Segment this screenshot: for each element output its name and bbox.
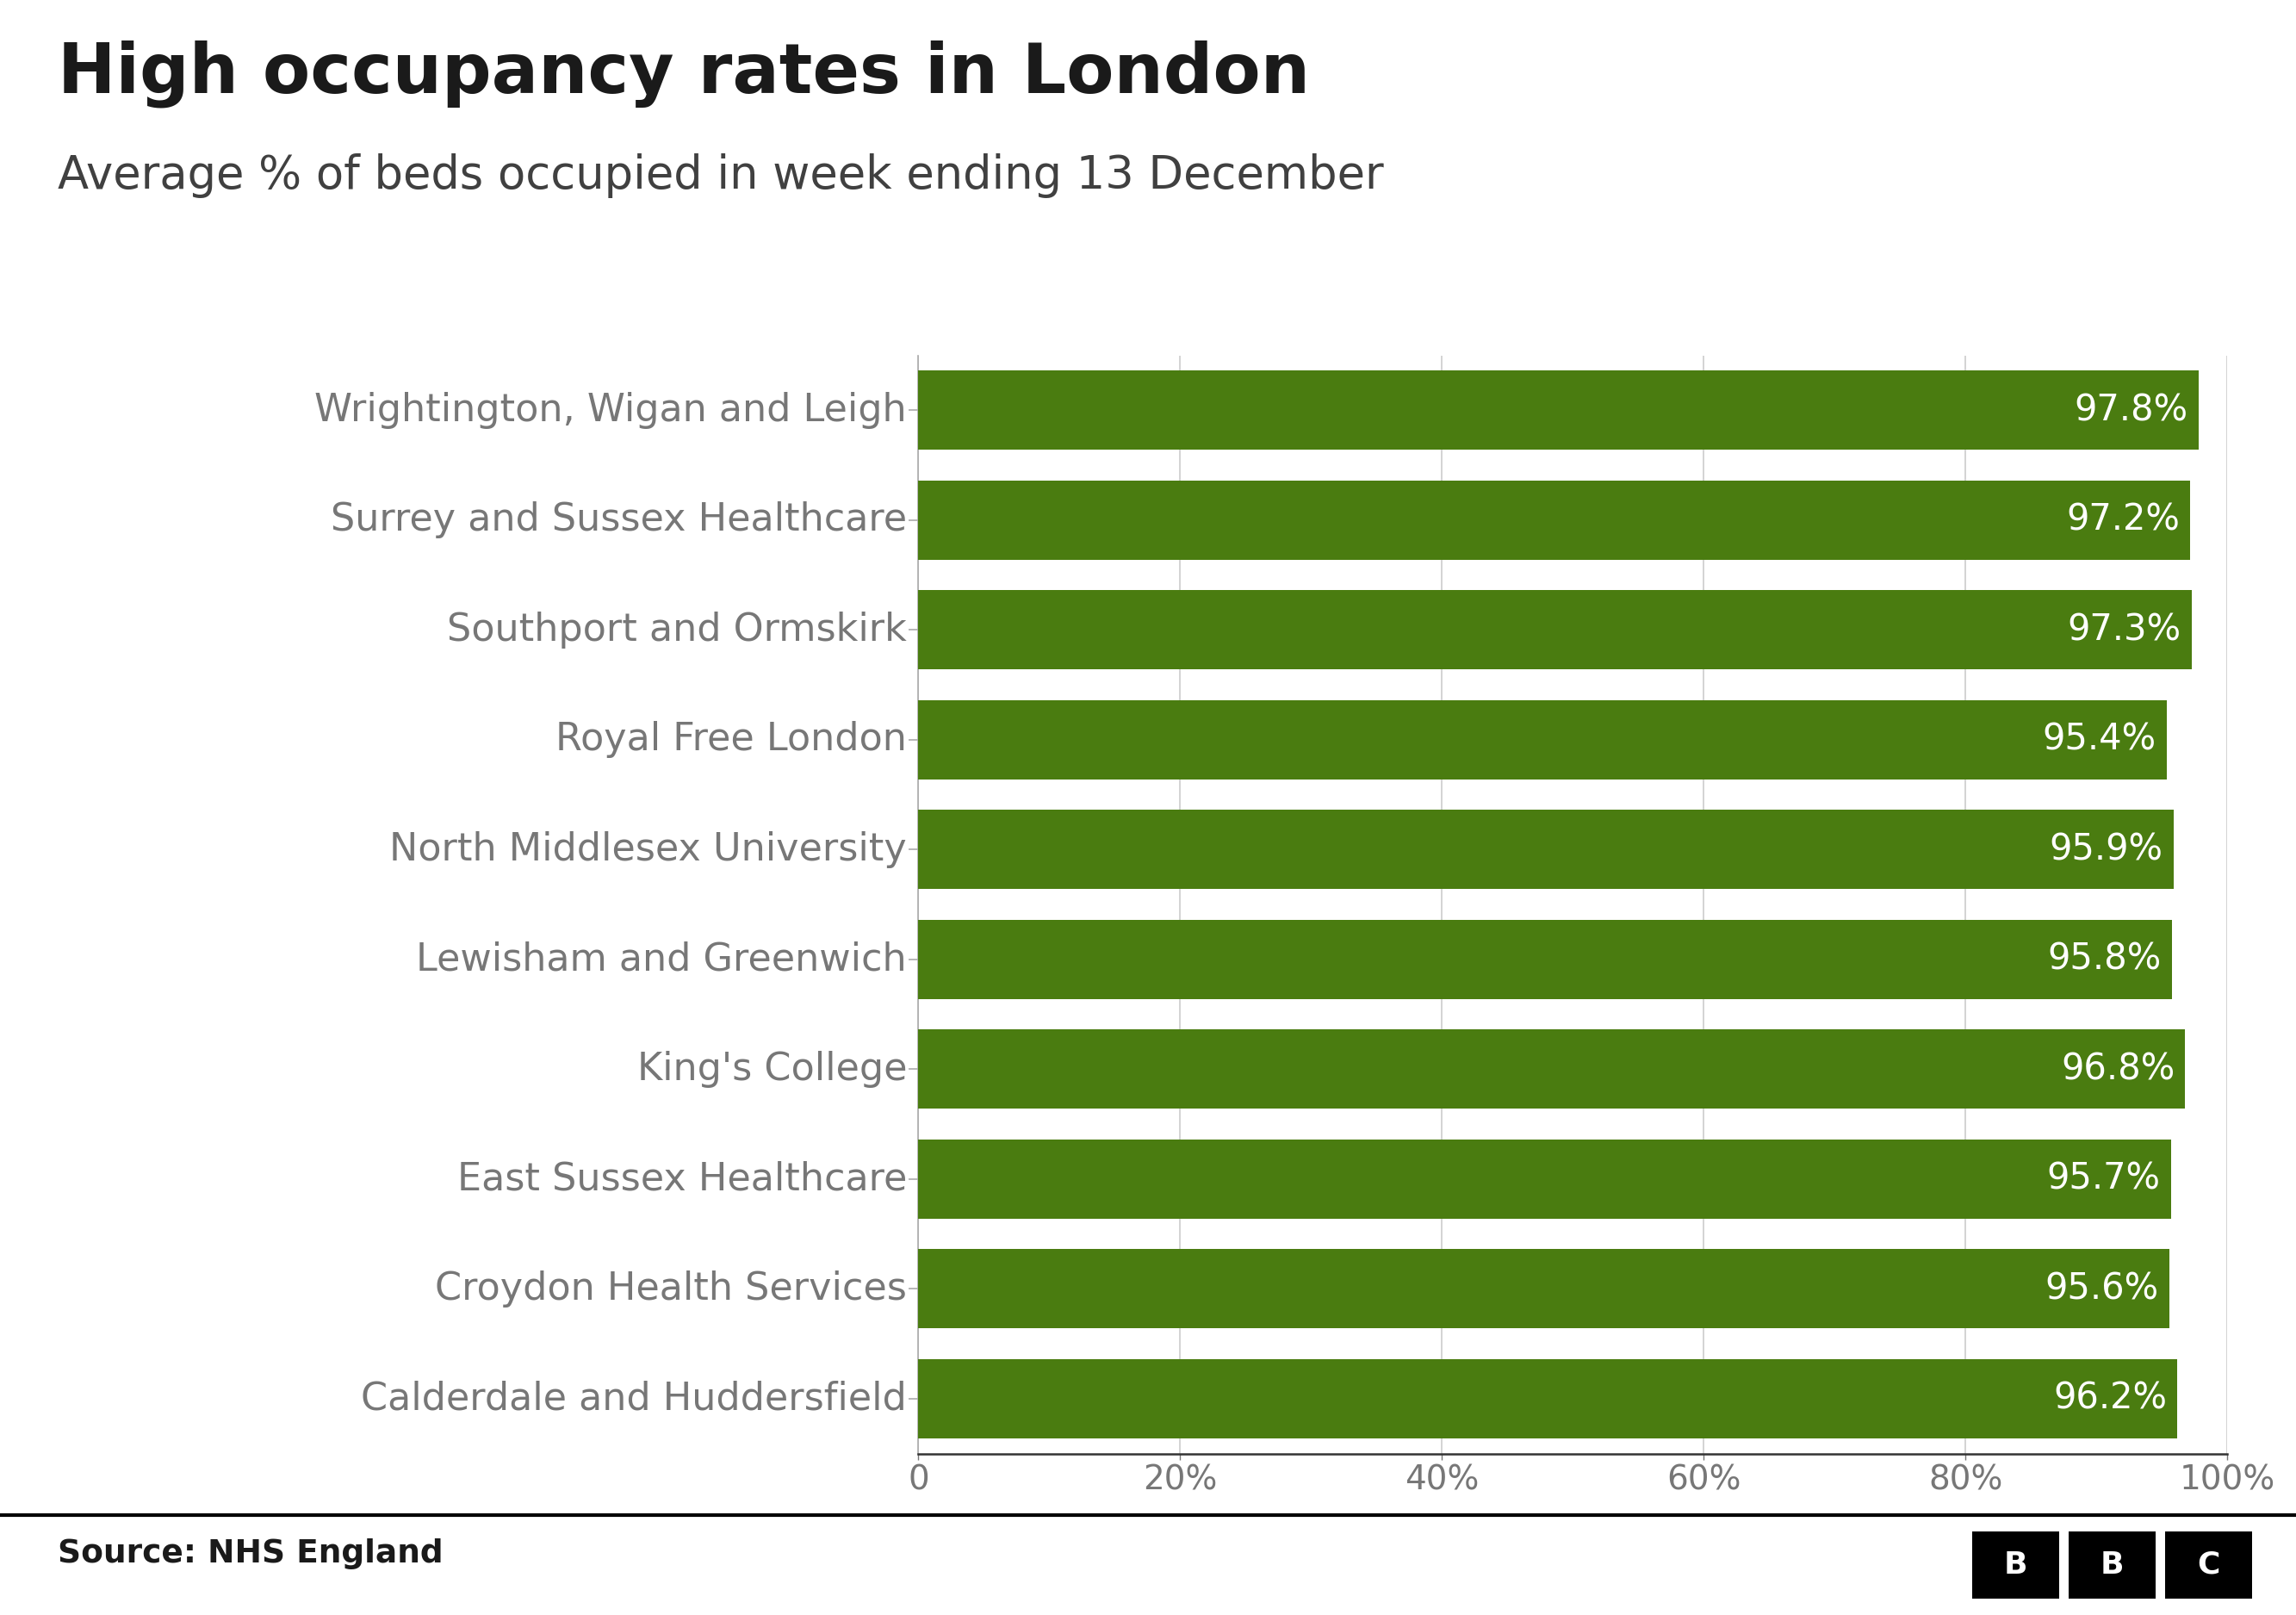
Text: Calderdale and Huddersfield: Calderdale and Huddersfield xyxy=(360,1381,907,1416)
Bar xyxy=(918,701,2167,778)
Text: High occupancy rates in London: High occupancy rates in London xyxy=(57,40,1309,108)
Text: 97.3%: 97.3% xyxy=(2066,612,2181,648)
Bar xyxy=(918,1360,2177,1437)
Text: 97.2%: 97.2% xyxy=(2066,502,2179,538)
Text: Croydon Health Services: Croydon Health Services xyxy=(434,1271,907,1307)
Text: Surrey and Sussex Healthcare: Surrey and Sussex Healthcare xyxy=(331,502,907,538)
Text: 95.8%: 95.8% xyxy=(2048,942,2161,977)
Text: 95.4%: 95.4% xyxy=(2043,722,2156,757)
Text: 95.7%: 95.7% xyxy=(2046,1161,2161,1197)
Bar xyxy=(918,921,2172,998)
Text: Wrightington, Wigan and Leigh: Wrightington, Wigan and Leigh xyxy=(315,392,907,428)
Bar xyxy=(918,591,2193,669)
Text: B: B xyxy=(2101,1550,2124,1579)
Bar xyxy=(918,1250,2170,1328)
Bar xyxy=(918,481,2190,559)
Text: 97.8%: 97.8% xyxy=(2073,392,2188,428)
Text: Lewisham and Greenwich: Lewisham and Greenwich xyxy=(416,942,907,977)
Bar xyxy=(918,371,2197,449)
Bar xyxy=(918,1030,2186,1108)
Text: Average % of beds occupied in week ending 13 December: Average % of beds occupied in week endin… xyxy=(57,153,1384,199)
Bar xyxy=(918,811,2174,888)
Text: 96.8%: 96.8% xyxy=(2062,1051,2174,1087)
Text: East Sussex Healthcare: East Sussex Healthcare xyxy=(457,1161,907,1197)
Text: Royal Free London: Royal Free London xyxy=(556,722,907,757)
Text: Source: NHS England: Source: NHS England xyxy=(57,1537,443,1570)
Text: 96.2%: 96.2% xyxy=(2053,1381,2167,1416)
Text: C: C xyxy=(2197,1550,2220,1579)
Text: Southport and Ormskirk: Southport and Ormskirk xyxy=(448,612,907,648)
Text: B: B xyxy=(2004,1550,2027,1579)
Text: King's College: King's College xyxy=(636,1051,907,1087)
Text: 95.9%: 95.9% xyxy=(2050,832,2163,867)
Text: 95.6%: 95.6% xyxy=(2046,1271,2158,1307)
Bar xyxy=(918,1140,2170,1218)
Text: North Middlesex University: North Middlesex University xyxy=(390,832,907,867)
